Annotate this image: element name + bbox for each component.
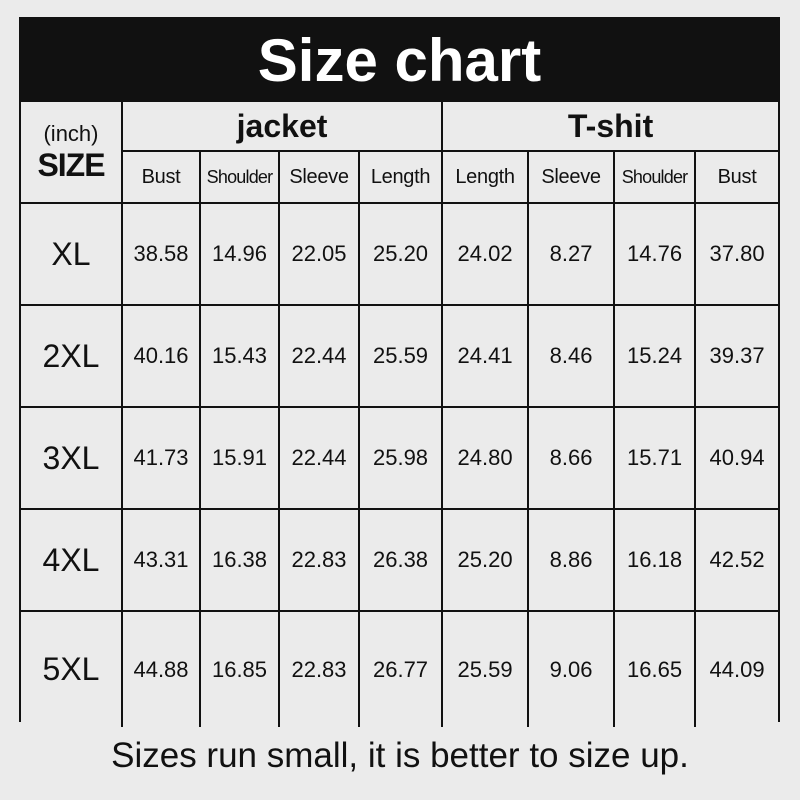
value-cell: 22.05 (278, 202, 360, 306)
sizing-note: Sizes run small, it is better to size up… (111, 736, 689, 775)
column-header: Length (441, 150, 530, 203)
chart-title: Size chart (21, 19, 778, 102)
table-row: 4XL 43.31 16.38 22.83 26.38 25.20 8.86 16.18 42.… (21, 508, 779, 612)
value-cell: 15.91 (199, 406, 280, 510)
value-cell: 8.86 (527, 508, 616, 612)
size-cell: 4XL (21, 508, 123, 612)
value-cell: 43.31 (121, 508, 201, 612)
value-cell: 8.46 (527, 304, 616, 408)
size-label: SIZE (37, 146, 105, 183)
value-cell: 14.76 (613, 202, 697, 306)
value-cell: 22.83 (278, 610, 360, 727)
size-cell: XL (21, 202, 123, 306)
value-cell: 16.18 (613, 508, 697, 612)
table-row: 5XL 44.88 16.85 22.83 26.77 25.59 9.06 16.65 44.… (21, 610, 779, 727)
value-cell: 22.44 (278, 304, 360, 408)
value-cell: 24.80 (441, 406, 530, 510)
value-cell: 8.66 (527, 406, 616, 510)
column-header: Length (357, 150, 444, 203)
value-cell: 40.94 (694, 406, 779, 510)
column-header: Bust (694, 150, 779, 203)
value-cell: 25.20 (357, 202, 444, 306)
value-cell: 38.58 (121, 202, 201, 306)
value-cell: 22.44 (278, 406, 360, 510)
column-header: Shoulder (613, 150, 697, 203)
value-cell: 22.83 (278, 508, 360, 612)
group-tshirt: T-shit (441, 102, 779, 152)
value-cell: 16.38 (199, 508, 280, 612)
size-cell: 2XL (21, 304, 123, 408)
value-cell: 39.37 (694, 304, 779, 408)
size-cell: 5XL (21, 610, 123, 727)
value-cell: 14.96 (199, 202, 280, 306)
column-header: Sleeve (527, 150, 616, 203)
group-jacket: jacket (120, 102, 444, 152)
size-table: (inch) SIZE jacket T-shit Bust Shoulder Sl… (21, 102, 779, 727)
value-cell: 8.27 (527, 202, 616, 306)
size-cell: 3XL (21, 406, 123, 510)
value-cell: 16.85 (199, 610, 280, 727)
table-row: 2XL 40.16 15.43 22.44 25.59 24.41 8.46 15.24 39.… (21, 304, 779, 408)
value-cell: 25.98 (357, 406, 444, 510)
value-cell: 24.02 (441, 202, 530, 306)
value-cell: 25.59 (357, 304, 444, 408)
value-cell: 44.88 (121, 610, 201, 727)
value-cell: 15.43 (199, 304, 280, 408)
column-header: Shoulder (199, 150, 280, 203)
column-header: Bust (122, 150, 201, 203)
value-cell: 25.59 (441, 610, 530, 727)
value-cell: 26.38 (357, 508, 444, 612)
value-cell: 37.80 (694, 202, 779, 306)
size-header-cell: (inch) SIZE (21, 102, 123, 204)
table-row: XL 38.58 14.96 22.05 25.20 24.02 8.27 14.76 37.8… (21, 202, 779, 306)
size-chart: Size chart (inch) SIZE jacket T-shit Bus… (19, 17, 780, 727)
value-cell: 15.24 (613, 304, 697, 408)
value-cell: 24.41 (441, 304, 530, 408)
value-cell: 40.16 (121, 304, 201, 408)
value-cell: 44.09 (694, 610, 779, 727)
value-cell: 16.65 (613, 610, 697, 727)
table-row: 3XL 41.73 15.91 22.44 25.98 24.80 8.66 15.71 40.… (21, 406, 779, 510)
column-header: Sleeve (278, 150, 360, 203)
value-cell: 15.71 (613, 406, 697, 510)
value-cell: 42.52 (694, 508, 779, 612)
value-cell: 9.06 (527, 610, 616, 727)
value-cell: 41.73 (121, 406, 201, 510)
unit-label: (inch) (43, 120, 99, 146)
value-cell: 26.77 (357, 610, 444, 727)
value-cell: 25.20 (441, 508, 530, 612)
